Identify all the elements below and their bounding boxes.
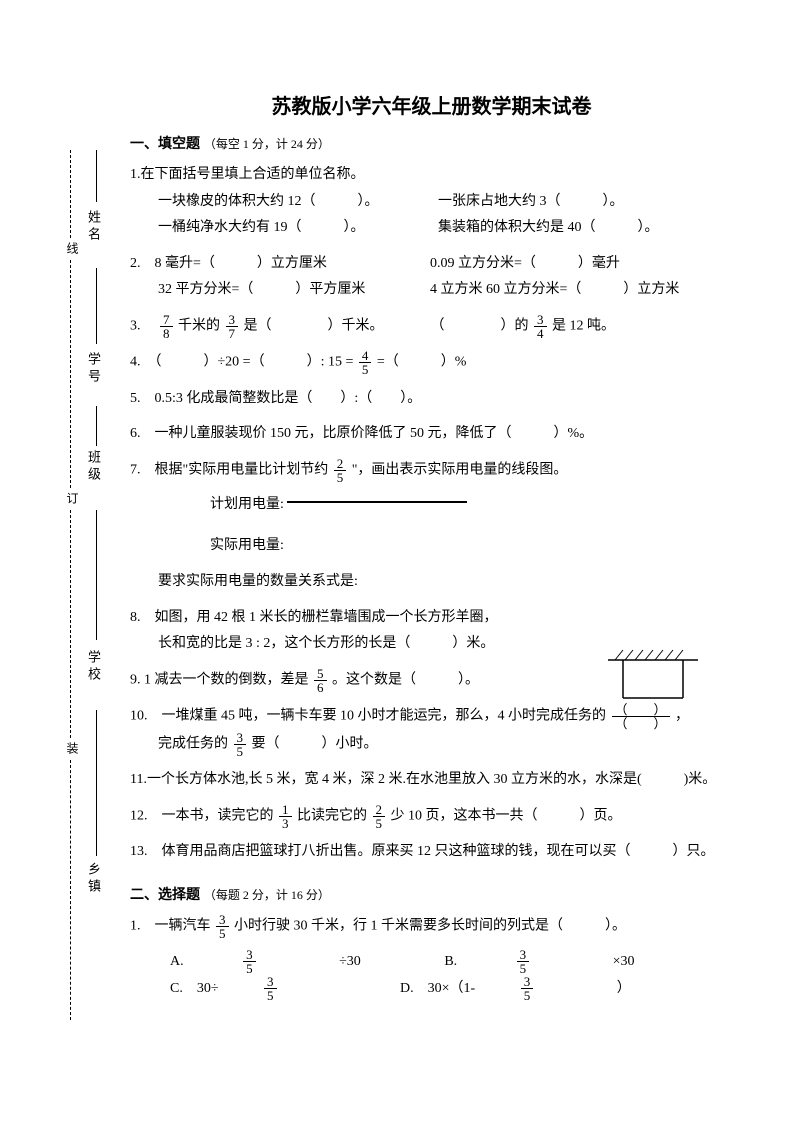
s2q1: 1. 一辆汽车 35 小时行驶 30 千米，行 1 千米需要多长时间的列式是（ … bbox=[130, 913, 733, 1003]
sidebar-school: 学校 bbox=[84, 650, 103, 684]
wall-fence-diagram bbox=[603, 648, 703, 700]
relation-label: 要求实际用电量的数量关系式是: bbox=[158, 574, 358, 589]
q10: 10. 一堆煤重 45 吨，一辆卡车要 10 小时才能运完，那么，4 小时完成任… bbox=[130, 703, 733, 758]
q11: 11.一个长方体水池,长 5 米，宽 4 米，深 2 米.在水池里放入 30 立… bbox=[130, 767, 733, 794]
q2: 2. 8 毫升=（ ）立方厘米 0.09 立方分米=（ ）毫升 32 平方分米=… bbox=[130, 251, 733, 304]
q12: 12. 一本书，读完它的 13 比读完它的 25 少 10 页，这本书一共（ ）… bbox=[130, 803, 733, 830]
q4: 4. （ ）÷20 =（ ）: 15 = 45 =（ ）% bbox=[130, 349, 733, 376]
option-b: B. 35 ×30 bbox=[444, 948, 674, 975]
section-2-header: 二、选择题 （每题 2 分，计 16 分） bbox=[130, 884, 733, 904]
q7: 7. 根据"实际用电量比计划节约 25 "，画出表示实际用电量的线段图。 计划用… bbox=[130, 457, 733, 596]
exam-page: 苏教版小学六年级上册数学期末试卷 一、填空题 （每空 1 分，计 24 分） 1… bbox=[0, 0, 793, 1051]
dotted-label-bind: 订 bbox=[64, 492, 81, 504]
dotted-label-staple: 装 bbox=[64, 742, 81, 754]
dotted-label-line: 线 bbox=[64, 242, 81, 254]
option-c: C. 30÷ 35 bbox=[170, 975, 357, 1002]
q3: 3. 78 千米的 37 是（ ）千米。 （ ）的 34 是 12 吨。 bbox=[130, 313, 733, 340]
section-1-header: 一、填空题 （每空 1 分，计 24 分） bbox=[130, 133, 733, 153]
actual-label: 实际用电量: bbox=[210, 538, 284, 553]
q5: 5. 0.5:3 化成最简整数比是（ ）:（ ）。 bbox=[130, 386, 733, 413]
sidebar-class: 班级 bbox=[84, 450, 103, 484]
q6: 6. 一种儿童服装现价 150 元，比原价降低了 50 元，降低了（ ）%。 bbox=[130, 421, 733, 448]
sidebar-town: 乡镇 bbox=[84, 862, 103, 896]
option-d: D. 30×（1- 35 ） bbox=[400, 975, 671, 1002]
q1: 1.在下面括号里填上合适的单位名称。 一块橡皮的体积大约 12（ ）。 一张床占… bbox=[130, 162, 733, 242]
q13: 13. 体育用品商店把篮球打八折出售。原来买 12 只这种篮球的钱，现在可以买（… bbox=[130, 839, 733, 866]
page-title: 苏教版小学六年级上册数学期末试卷 bbox=[130, 90, 733, 119]
plan-label: 计划用电量: bbox=[210, 497, 284, 512]
binding-margin: 线 订 装 姓名 学号 班级 学校 乡镇 bbox=[60, 150, 105, 1030]
sidebar-id: 学号 bbox=[84, 352, 103, 386]
sidebar-name: 姓名 bbox=[84, 210, 103, 244]
plan-line-segment bbox=[287, 501, 467, 503]
option-a: A. 35 ÷30 bbox=[170, 948, 401, 975]
